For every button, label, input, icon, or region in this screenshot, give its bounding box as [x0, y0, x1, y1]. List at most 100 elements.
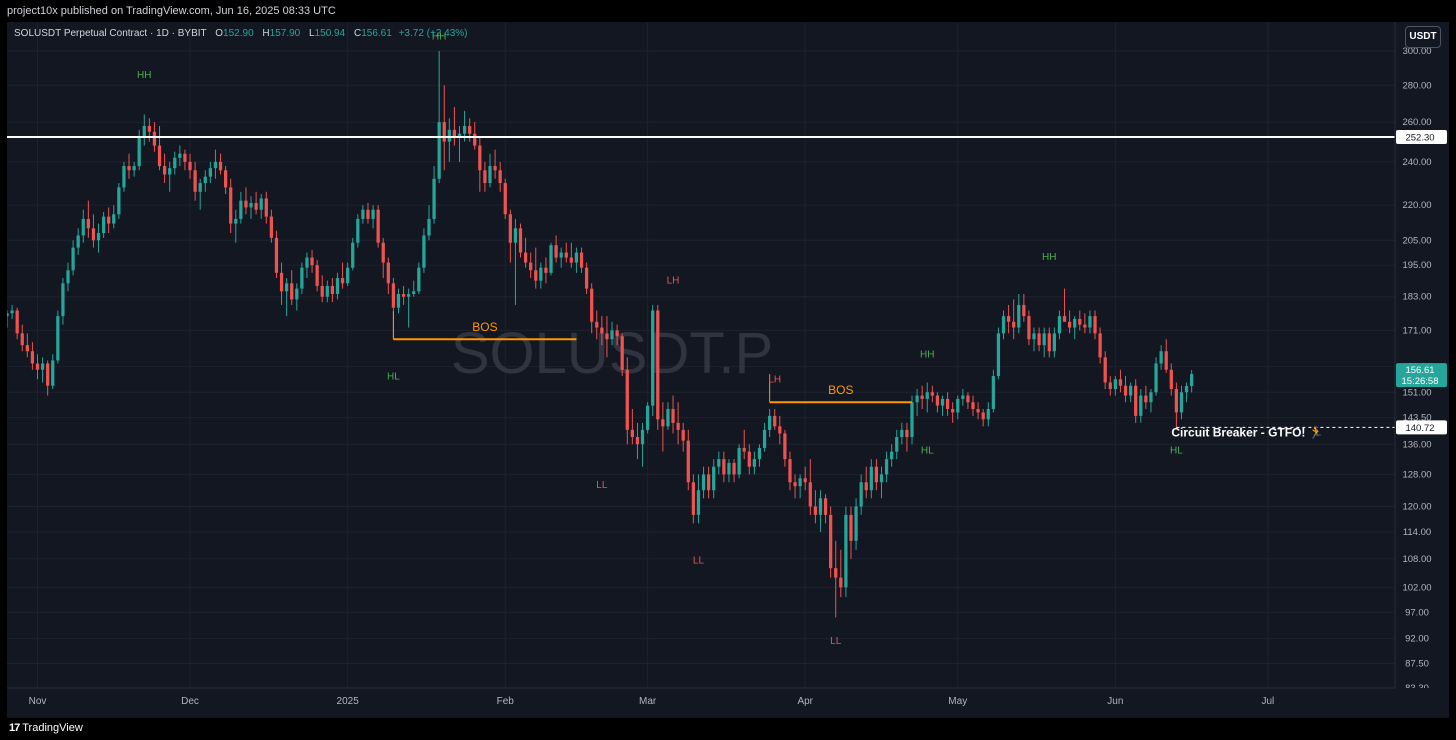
y-tick-label: 195.00 — [1402, 260, 1431, 271]
candle-body — [1006, 316, 1011, 322]
candle — [1037, 327, 1041, 352]
candle-body — [76, 235, 80, 248]
swing-label-ll: LL — [830, 636, 842, 647]
candle — [762, 422, 767, 452]
candle — [549, 242, 553, 276]
countdown-label: 15:26:58 — [1402, 376, 1439, 387]
candle-body — [462, 125, 467, 134]
candle-body — [747, 451, 751, 467]
swing-label-hl: HL — [921, 446, 934, 457]
candle-body — [534, 270, 538, 281]
candle-body — [478, 145, 482, 171]
candle — [417, 262, 421, 295]
candle — [1154, 357, 1158, 396]
candle-body — [1113, 379, 1117, 389]
candle — [544, 257, 548, 284]
candle — [51, 354, 55, 389]
candle-body — [264, 198, 268, 217]
y-tick-label: 108.00 — [1402, 554, 1431, 565]
candle-body — [788, 459, 792, 483]
candle — [1139, 388, 1143, 423]
candle-body — [595, 321, 599, 328]
candle — [478, 137, 482, 192]
price-chart[interactable]: SOLUSDT.PBOSBOSHHHLHHLLLHLLLHLLHHHLHHHLC… — [7, 22, 1449, 718]
candle-body — [183, 153, 187, 162]
candle — [930, 385, 934, 403]
candle — [1134, 379, 1138, 423]
candle — [223, 166, 228, 194]
x-tick-label: 2025 — [337, 696, 360, 707]
candle-body — [493, 166, 497, 171]
candle — [523, 237, 528, 268]
candle-body — [945, 398, 950, 410]
candle-body — [112, 214, 116, 224]
candle-body — [508, 214, 512, 243]
candle-body — [1123, 385, 1128, 396]
candle — [132, 161, 136, 177]
candle-body — [783, 433, 787, 460]
candle-body — [839, 577, 843, 588]
candle — [376, 205, 380, 248]
chart-area[interactable]: SOLUSDT.P BOS BOS HH HL HH LL LH LL LH LL HH HL HH HL C… — [7, 22, 1449, 718]
swing-label-hl: HL — [387, 371, 400, 382]
candle-body — [295, 288, 299, 300]
candle — [681, 422, 685, 452]
change-value: +3.72 (+2.43%) — [398, 28, 468, 39]
candle — [412, 280, 416, 297]
candle-body — [147, 125, 151, 132]
candle-body — [1083, 324, 1087, 328]
candle — [966, 392, 970, 410]
candle — [315, 260, 319, 292]
candle — [488, 153, 492, 188]
candle — [656, 304, 660, 430]
candle-body — [335, 278, 340, 295]
candle-body — [544, 267, 548, 273]
candle — [574, 247, 579, 273]
candle-body — [620, 336, 624, 370]
candle — [325, 280, 329, 303]
y-tick-label: 136.00 — [1402, 439, 1431, 450]
candle-body — [330, 285, 335, 295]
candle-body — [666, 409, 670, 427]
candle-body — [162, 166, 167, 175]
candle-body — [51, 360, 55, 386]
candle — [712, 459, 716, 499]
candle — [925, 382, 929, 413]
candle-body — [752, 459, 757, 467]
swing-label-hh: HH — [137, 70, 151, 81]
candle-body — [1027, 316, 1031, 340]
candle — [701, 466, 706, 499]
candle-body — [722, 459, 726, 475]
candle-body — [605, 333, 609, 340]
candle — [381, 237, 385, 279]
candle-body — [117, 187, 121, 215]
candle — [346, 262, 350, 286]
level-price-box — [1396, 420, 1447, 435]
candle-body — [940, 398, 945, 406]
candle-body — [371, 209, 375, 219]
y-tick-label: 183.00 — [1402, 292, 1431, 303]
candle — [1098, 327, 1102, 364]
candle-body — [884, 459, 889, 475]
candle-body — [854, 506, 858, 541]
y-tick-label: 114.00 — [1403, 527, 1431, 538]
candle — [269, 209, 274, 243]
candle — [976, 402, 980, 420]
candle-body — [259, 198, 263, 210]
candle-body — [1179, 392, 1184, 413]
candle-body — [407, 294, 411, 297]
y-tick-label: 97.00 — [1405, 607, 1429, 618]
candle-body — [1174, 388, 1179, 413]
candle-body — [137, 137, 141, 167]
x-tick-label: Jun — [1107, 696, 1123, 707]
candle — [900, 422, 904, 445]
candle-body — [523, 252, 528, 263]
candle-body — [808, 482, 812, 507]
currency-button[interactable]: USDT — [1405, 26, 1441, 48]
candle — [737, 444, 741, 479]
candle — [56, 310, 60, 364]
candle-body — [986, 409, 990, 420]
candle — [473, 122, 477, 150]
low-key: L — [309, 28, 315, 39]
candle — [407, 288, 411, 328]
